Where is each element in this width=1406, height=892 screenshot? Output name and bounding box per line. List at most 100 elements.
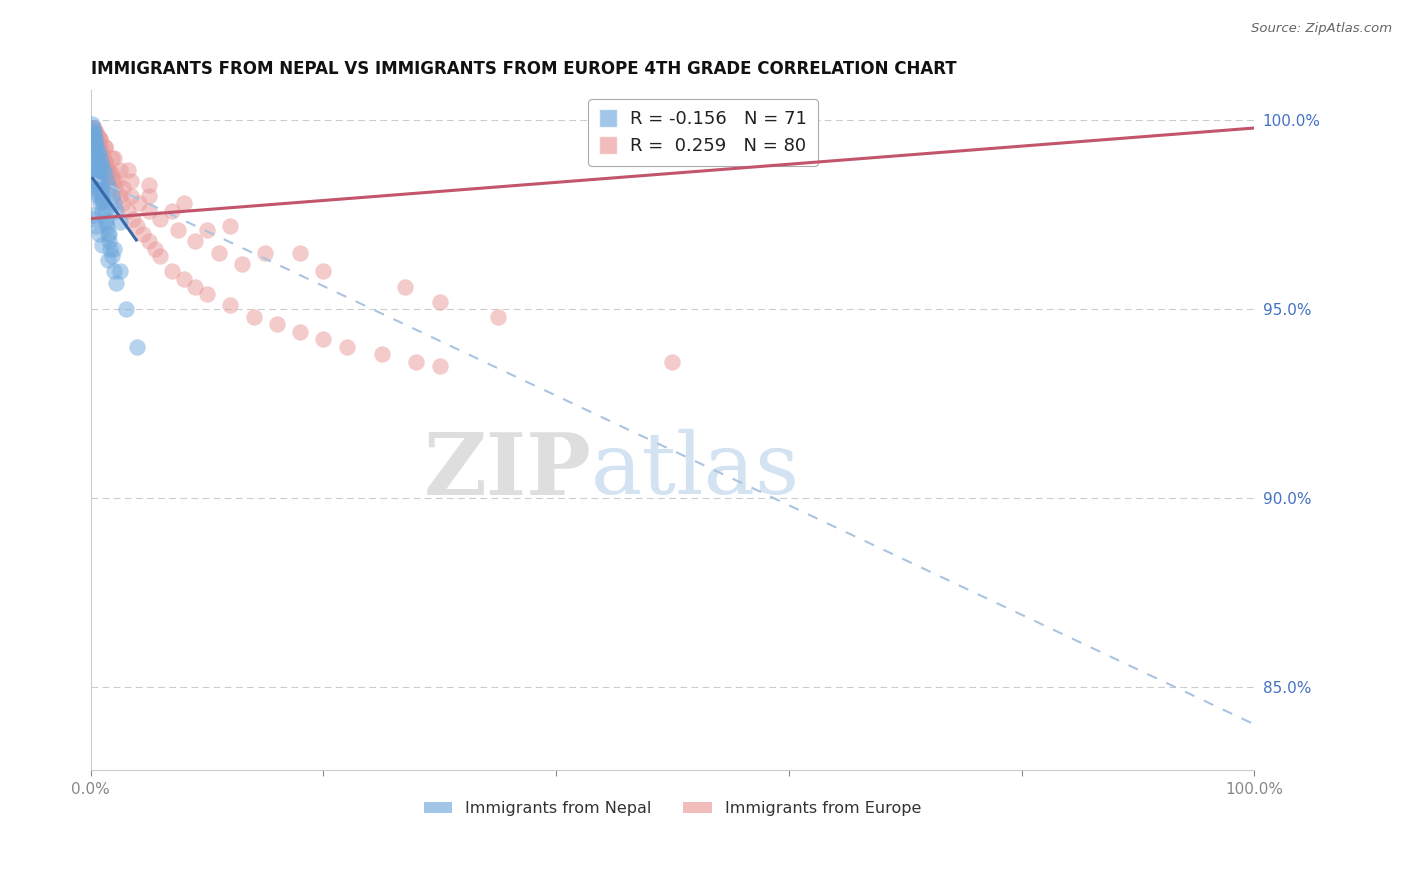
Point xyxy=(80,170,103,185)
Point xyxy=(112,181,135,195)
Point xyxy=(231,257,253,271)
Point xyxy=(254,245,277,260)
Point xyxy=(87,140,110,154)
Point xyxy=(83,128,105,143)
Point xyxy=(91,147,114,161)
Point xyxy=(89,132,111,146)
Point xyxy=(98,181,121,195)
Point xyxy=(82,132,104,146)
Point xyxy=(83,121,105,136)
Point xyxy=(89,132,111,146)
Point xyxy=(120,174,142,188)
Point xyxy=(86,189,108,203)
Point xyxy=(83,125,105,139)
Point xyxy=(127,219,149,234)
Point xyxy=(288,245,311,260)
Point xyxy=(93,166,115,180)
Point xyxy=(121,211,143,226)
Point xyxy=(93,140,115,154)
Point xyxy=(87,147,110,161)
Point xyxy=(93,196,115,211)
Point xyxy=(173,196,195,211)
Point xyxy=(94,159,117,173)
Point xyxy=(90,185,112,199)
Point xyxy=(173,272,195,286)
Point xyxy=(90,181,112,195)
Point xyxy=(94,211,117,226)
Text: Source: ZipAtlas.com: Source: ZipAtlas.com xyxy=(1251,22,1392,36)
Point xyxy=(87,166,110,180)
Point xyxy=(97,162,120,177)
Point xyxy=(149,211,172,226)
Point xyxy=(86,132,108,146)
Point xyxy=(82,121,104,136)
Point xyxy=(97,162,120,177)
Point xyxy=(370,347,392,361)
Point xyxy=(86,151,108,165)
Point xyxy=(89,151,111,165)
Point xyxy=(138,234,160,248)
Point xyxy=(83,136,105,150)
Legend: Immigrants from Nepal, Immigrants from Europe: Immigrants from Nepal, Immigrants from E… xyxy=(418,795,928,822)
Point xyxy=(86,125,108,139)
Point xyxy=(89,178,111,192)
Point xyxy=(84,128,107,143)
Point xyxy=(100,189,122,203)
Point xyxy=(84,132,107,146)
Point xyxy=(84,125,107,139)
Point xyxy=(86,140,108,154)
Point xyxy=(117,204,139,219)
Point xyxy=(83,144,105,158)
Point xyxy=(82,125,104,139)
Point xyxy=(103,174,125,188)
Point xyxy=(90,155,112,169)
Point xyxy=(86,136,108,150)
Point xyxy=(184,279,207,293)
Point xyxy=(195,223,218,237)
Point xyxy=(103,196,125,211)
Point xyxy=(394,279,416,293)
Point xyxy=(84,181,107,195)
Point xyxy=(86,159,108,173)
Point xyxy=(96,219,118,234)
Point xyxy=(103,151,125,165)
Point xyxy=(80,117,103,131)
Point xyxy=(661,355,683,369)
Point xyxy=(266,318,288,332)
Point xyxy=(336,340,359,354)
Point xyxy=(100,249,122,263)
Point xyxy=(96,174,118,188)
Point xyxy=(93,155,115,169)
Point xyxy=(108,162,131,177)
Point xyxy=(288,325,311,339)
Point xyxy=(112,196,135,211)
Point xyxy=(105,181,128,195)
Point xyxy=(429,359,451,373)
Point xyxy=(86,136,108,150)
Point xyxy=(87,170,110,185)
Point xyxy=(128,196,150,211)
Point xyxy=(82,121,104,136)
Point xyxy=(138,204,160,219)
Point xyxy=(160,264,183,278)
Point xyxy=(138,178,160,192)
Point xyxy=(93,151,115,165)
Point xyxy=(86,219,108,234)
Point xyxy=(108,264,131,278)
Point xyxy=(89,140,111,154)
Point xyxy=(84,144,107,158)
Point xyxy=(87,227,110,241)
Point xyxy=(242,310,264,324)
Point xyxy=(184,234,207,248)
Point xyxy=(91,238,114,252)
Point xyxy=(312,264,335,278)
Point xyxy=(486,310,509,324)
Point xyxy=(100,151,122,165)
Point xyxy=(167,223,190,237)
Point xyxy=(207,245,229,260)
Point xyxy=(83,125,105,139)
Point xyxy=(91,204,114,219)
Point xyxy=(120,189,142,203)
Point xyxy=(82,174,104,188)
Point xyxy=(100,170,122,185)
